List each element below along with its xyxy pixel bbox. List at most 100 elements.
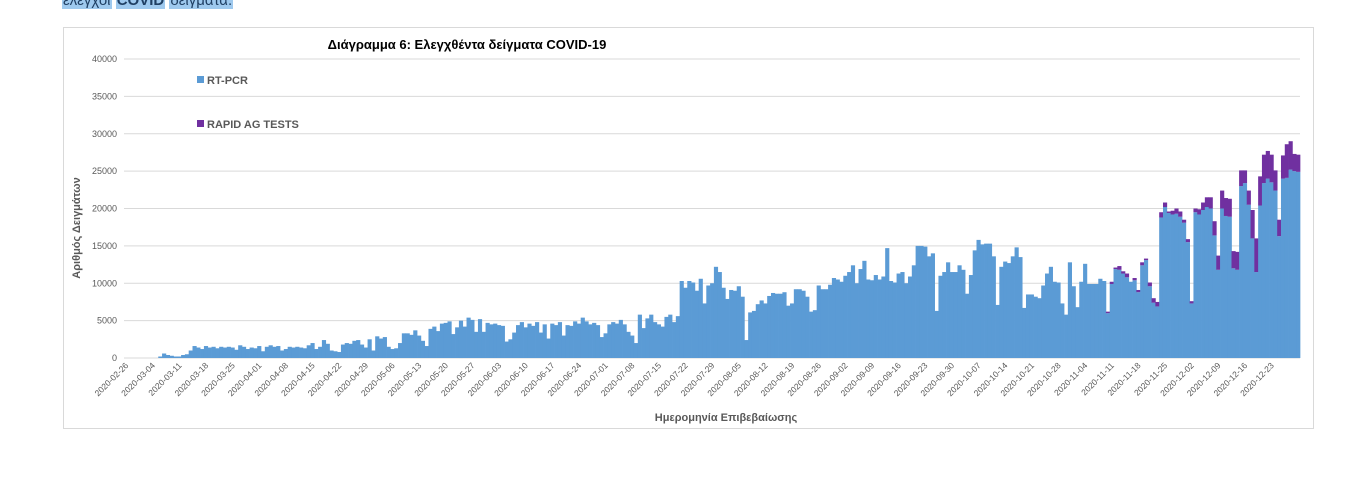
bar-rt-pcr	[306, 345, 311, 358]
bar-rt-pcr	[531, 325, 536, 358]
y-axis-label: Αριθμός Δειγμάτων	[71, 177, 83, 278]
bar-rt-pcr	[1284, 177, 1289, 358]
bar-rt-pcr	[184, 354, 190, 358]
bar-rapid-ag	[1261, 154, 1267, 184]
legend: RT-PCR RAPID AG TESTS	[197, 75, 299, 131]
bar-rt-pcr	[664, 316, 669, 358]
y-axis-ticks: 0 5000 10000 15000 20000 25000 30000 35000 40000	[92, 54, 117, 363]
bar-rt-pcr	[1109, 284, 1114, 358]
bar-rt-pcr	[1265, 178, 1270, 358]
bar-rt-pcr	[219, 346, 224, 358]
bar-rt-pcr	[774, 293, 779, 358]
bar-rt-pcr	[261, 351, 266, 358]
bar-rt-pcr	[778, 293, 783, 358]
bar-rt-pcr	[1003, 261, 1008, 358]
bar-rt-pcr	[1208, 208, 1213, 358]
bar-rt-pcr	[877, 279, 882, 358]
bar-rt-pcr	[1220, 208, 1225, 358]
bar-rt-pcr	[173, 356, 178, 358]
bar-rt-pcr	[203, 346, 209, 358]
bar-rt-pcr	[809, 311, 814, 358]
bar-rt-pcr	[949, 272, 955, 358]
bar-rt-pcr	[740, 296, 745, 358]
bar-rt-pcr	[378, 338, 384, 358]
bar-rapid-ag	[1105, 311, 1111, 314]
bar-rt-pcr	[934, 310, 939, 358]
bar-rapid-ag	[1132, 278, 1137, 281]
bar-rt-pcr	[847, 272, 852, 358]
bar-rt-pcr	[1201, 210, 1206, 358]
bar-rt-pcr	[1296, 171, 1301, 358]
bar-rt-pcr	[953, 272, 958, 358]
bar-rt-pcr	[751, 310, 757, 358]
bar-rt-pcr	[805, 296, 810, 358]
bar-rt-pcr	[1094, 284, 1099, 358]
fragment-text-bold: COVID	[115, 0, 166, 9]
bar-rapid-ag	[1166, 211, 1171, 213]
bar-rt-pcr	[972, 250, 977, 358]
bar-rt-pcr	[645, 318, 650, 358]
bar-rt-pcr	[264, 346, 269, 358]
bar-rt-pcr	[1045, 273, 1050, 358]
bar-rt-pcr	[812, 310, 818, 358]
bar-rt-pcr	[302, 348, 308, 358]
bar-rt-pcr	[687, 281, 692, 358]
bar-rt-pcr	[329, 350, 334, 358]
bar-rt-pcr	[1185, 242, 1190, 358]
bar-rt-pcr	[595, 325, 601, 358]
bar-rapid-ag	[1193, 208, 1198, 213]
x-axis-label: Ημερομηνία Επιβεβαίωσης	[655, 412, 798, 424]
bar-rt-pcr	[759, 300, 764, 358]
bar-rapid-ag	[1109, 281, 1114, 284]
bar-rt-pcr	[512, 332, 517, 358]
bar-rt-pcr	[649, 314, 654, 358]
bar-rt-pcr	[287, 346, 292, 358]
bar-rt-pcr	[679, 281, 684, 358]
y-tick-label-2: 10000	[92, 278, 117, 288]
y-tick-label-1: 5000	[97, 316, 117, 326]
bar-rapid-ag	[1220, 190, 1225, 209]
bar-rt-pcr	[592, 322, 597, 358]
legend-label-rt-pcr: RT-PCR	[207, 75, 248, 87]
bar-rt-pcr	[980, 244, 985, 358]
bar-rt-pcr	[942, 272, 947, 358]
bar-rt-pcr	[546, 338, 551, 358]
bar-rt-pcr	[165, 355, 171, 358]
bar-rt-pcr	[1102, 281, 1107, 358]
bar-rt-pcr	[1128, 281, 1133, 358]
bar-rt-pcr	[188, 350, 193, 358]
bar-rt-pcr	[1204, 207, 1210, 358]
bar-rapid-ag	[1162, 202, 1168, 208]
bar-rt-pcr	[763, 303, 768, 358]
bar-rapid-ag	[1292, 153, 1297, 172]
bar-rt-pcr	[1292, 171, 1297, 359]
bar-rt-pcr	[554, 325, 559, 358]
bar-rt-pcr	[1242, 183, 1248, 358]
bar-rt-pcr	[626, 331, 631, 358]
bar-rt-pcr	[656, 324, 661, 358]
bar-rapid-ag	[1170, 210, 1175, 215]
bar-rt-pcr	[683, 287, 688, 358]
bar-rt-pcr	[455, 327, 460, 358]
bar-rapid-ag	[1151, 298, 1156, 303]
bar-rt-pcr	[280, 350, 285, 358]
bar-rt-pcr	[519, 322, 524, 358]
bar-rt-pcr	[337, 352, 342, 358]
bar-rapid-ag	[1174, 208, 1179, 214]
bar-rt-pcr	[824, 289, 829, 358]
bar-rt-pcr	[672, 322, 677, 358]
bar-rt-pcr	[401, 333, 406, 358]
bar-rt-pcr	[211, 346, 216, 358]
bar-rapid-ag	[1182, 219, 1187, 223]
bar-rt-pcr	[793, 289, 798, 358]
bar-rapid-ag	[1277, 219, 1282, 237]
bar-rt-pcr	[843, 275, 848, 358]
bar-rt-pcr	[820, 289, 825, 358]
bar-rt-pcr	[828, 284, 833, 358]
bar-rt-pcr	[637, 314, 642, 358]
covid-samples-chart: Διάγραμμα 6: Ελεγχθέντα δείγματα COVID-1…	[71, 37, 1301, 424]
bar-rapid-ag	[1231, 251, 1236, 269]
bar-rapid-ag	[1140, 262, 1145, 266]
bar-rapid-ag	[1258, 176, 1263, 206]
bar-rt-pcr	[417, 335, 422, 358]
